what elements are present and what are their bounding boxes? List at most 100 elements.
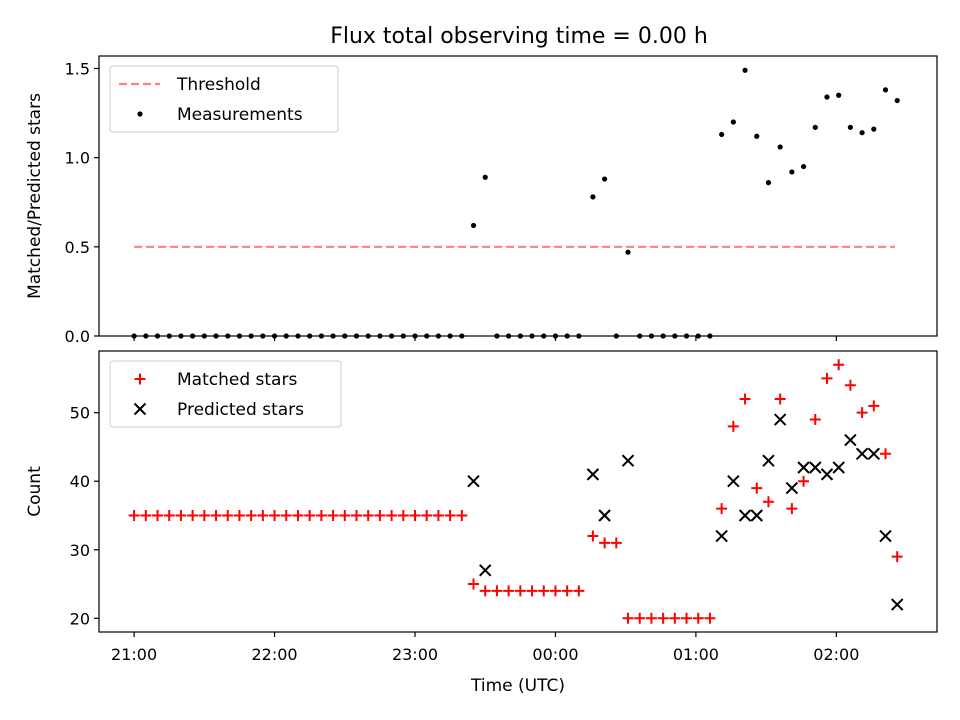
x-tick-label: 21:00	[111, 645, 157, 664]
matched-star-point	[479, 585, 491, 597]
y-tick-label: 1.0	[65, 149, 90, 168]
y-axis-label: Matched/Predicted stars	[25, 93, 45, 299]
matched-star-point	[833, 359, 845, 371]
legend-measurement-swatch	[137, 111, 143, 117]
matched-star-point	[587, 530, 599, 542]
y-tick-label: 20	[70, 609, 90, 628]
measurement-point	[131, 333, 137, 339]
measurement-point	[541, 333, 547, 339]
predicted-star-point	[715, 529, 728, 543]
y-tick-label: 1.5	[65, 59, 90, 78]
measurement-point	[695, 333, 701, 339]
predicted-star-point	[598, 509, 611, 522]
measurement-point	[602, 176, 608, 182]
measurement-point	[800, 163, 807, 170]
matched-star-point	[844, 379, 856, 391]
matched-star-point	[657, 612, 669, 624]
matched-star-point	[421, 509, 433, 521]
matched-star-point	[880, 448, 892, 460]
measurement-point	[400, 333, 406, 339]
measurement-point	[342, 333, 348, 339]
measurement-point	[447, 333, 453, 339]
predicted-star-point	[890, 598, 904, 611]
measurement-point	[894, 97, 900, 104]
measurement-point	[353, 333, 360, 339]
measurement-point	[236, 333, 243, 339]
matched-star-point	[774, 393, 786, 405]
legend: Threshold Measurements	[109, 65, 339, 133]
matched-star-point	[573, 585, 585, 597]
matched-star-point	[599, 537, 611, 549]
matched-star-point	[432, 509, 444, 521]
matched-star-point	[798, 475, 810, 487]
x-tick-label: 02:00	[813, 645, 859, 664]
measurement-point	[648, 333, 655, 339]
matched-star-point	[386, 509, 398, 521]
x-tick-label: 01:00	[673, 645, 719, 664]
legend: Matched stars Predicted stars	[109, 360, 342, 428]
matched-star-point	[163, 509, 175, 521]
predicted-star-point	[738, 509, 752, 522]
measurement-point	[213, 333, 219, 339]
measurement-point	[719, 131, 725, 138]
matched-star-point	[762, 496, 774, 508]
x-tick-label: 22:00	[252, 645, 298, 664]
matched-star-point	[856, 407, 868, 419]
matched-star-point	[727, 420, 739, 432]
matched-star-point	[739, 393, 751, 405]
measurement-point	[459, 333, 465, 339]
predicted-star-point	[832, 461, 845, 474]
measurement-point	[683, 333, 690, 339]
matched-star-point	[152, 509, 164, 521]
measurement-point	[672, 333, 678, 339]
measurement-point	[552, 333, 559, 339]
matched-star-point	[350, 509, 362, 521]
matched-star-point	[610, 537, 622, 549]
matched-star-point	[821, 372, 833, 384]
matched-star-point	[645, 612, 657, 624]
measurement-point	[882, 87, 889, 93]
matched-star-point	[868, 400, 880, 412]
legend-label: Predicted stars	[177, 400, 304, 420]
matched-star-point	[538, 585, 550, 597]
predicted-star-point	[820, 468, 834, 481]
matched-star-point	[468, 578, 480, 590]
measurement-point	[424, 333, 430, 339]
y-tick-label: 50	[70, 404, 90, 423]
measurement-point	[166, 333, 172, 339]
matched-star-point	[622, 612, 634, 624]
measurement-point	[637, 333, 643, 339]
measurement-point	[506, 333, 512, 339]
predicted-star-point	[467, 475, 480, 488]
matched-star-point	[809, 414, 821, 426]
legend-box	[109, 65, 339, 133]
x-axis-label: Time (UTC)	[470, 676, 565, 696]
measurement-point	[660, 333, 666, 339]
matched-star-point	[716, 503, 728, 515]
measurement-point	[529, 333, 535, 339]
matched-star-point	[269, 509, 281, 521]
predicted-star-point	[762, 454, 775, 467]
matched-star-point	[549, 585, 561, 597]
plot-marks	[131, 67, 900, 339]
legend-label: Threshold	[176, 75, 261, 95]
matched-star-point	[891, 551, 903, 563]
matched-star-point	[634, 612, 646, 624]
matched-star-point	[128, 509, 140, 521]
predicted-star-point	[867, 447, 881, 461]
predicted-star-point	[879, 529, 892, 543]
measurement-point	[377, 333, 383, 339]
measurement-point	[730, 119, 736, 125]
matched-star-point	[315, 509, 327, 521]
matched-star-point	[374, 509, 386, 521]
legend-label: Matched stars	[177, 370, 297, 390]
measurement-point	[847, 124, 853, 130]
measurement-point	[754, 133, 760, 139]
legend-matched-swatch	[134, 373, 146, 385]
matched-star-point	[292, 509, 304, 521]
measurement-point	[178, 333, 184, 339]
matched-star-point	[327, 509, 339, 521]
measurement-point	[283, 333, 289, 339]
y-axis-label: Count	[25, 466, 45, 517]
